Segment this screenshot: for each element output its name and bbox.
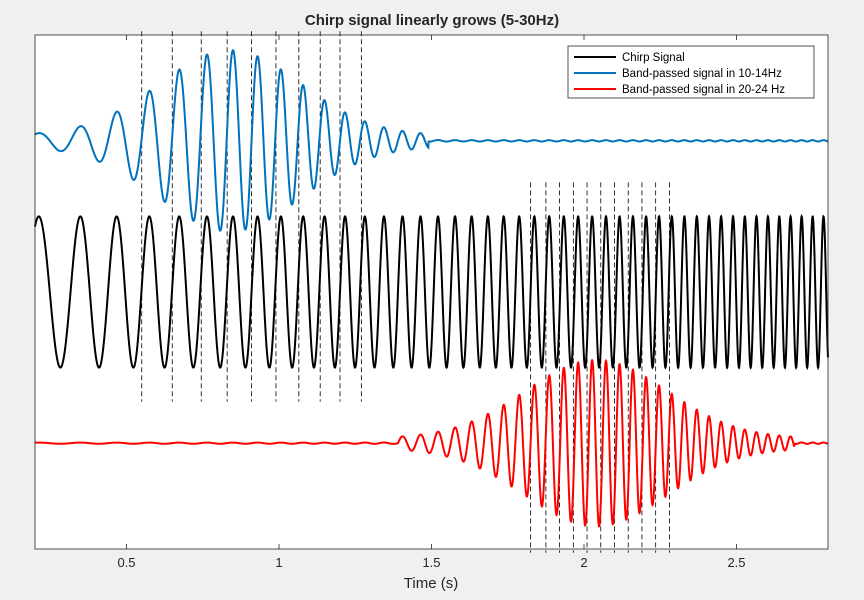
plot-area: 0.5 1 1.5 2 2.5 <box>34 31 829 570</box>
series-line-1 <box>34 49 829 232</box>
series-line-0 <box>34 213 829 371</box>
legend-label-chirp: Chirp Signal <box>622 52 685 64</box>
legend-label-bandpass-10-14: Band-passed signal in 10-14Hz <box>622 68 782 80</box>
axes-background <box>35 35 828 549</box>
legend: Chirp Signal Band-passed signal in 10-14… <box>567 45 815 99</box>
x-tick-label: 1.5 <box>422 555 440 570</box>
series-lines <box>34 49 829 528</box>
chart-title: Chirp signal linearly grows (5-30Hz) <box>305 12 559 29</box>
x-tick-label: 2.5 <box>727 555 745 570</box>
x-axis: 0.5 1 1.5 2 2.5 <box>117 35 746 570</box>
x-tick-label: 2 <box>580 555 587 570</box>
legend-label-bandpass-20-24: Band-passed signal in 20-24 Hz <box>622 84 785 96</box>
x-axis-label: Time (s) <box>404 575 458 592</box>
x-tick-label: 1 <box>275 555 282 570</box>
series-line-2 <box>34 358 829 528</box>
x-tick-label: 0.5 <box>117 555 135 570</box>
